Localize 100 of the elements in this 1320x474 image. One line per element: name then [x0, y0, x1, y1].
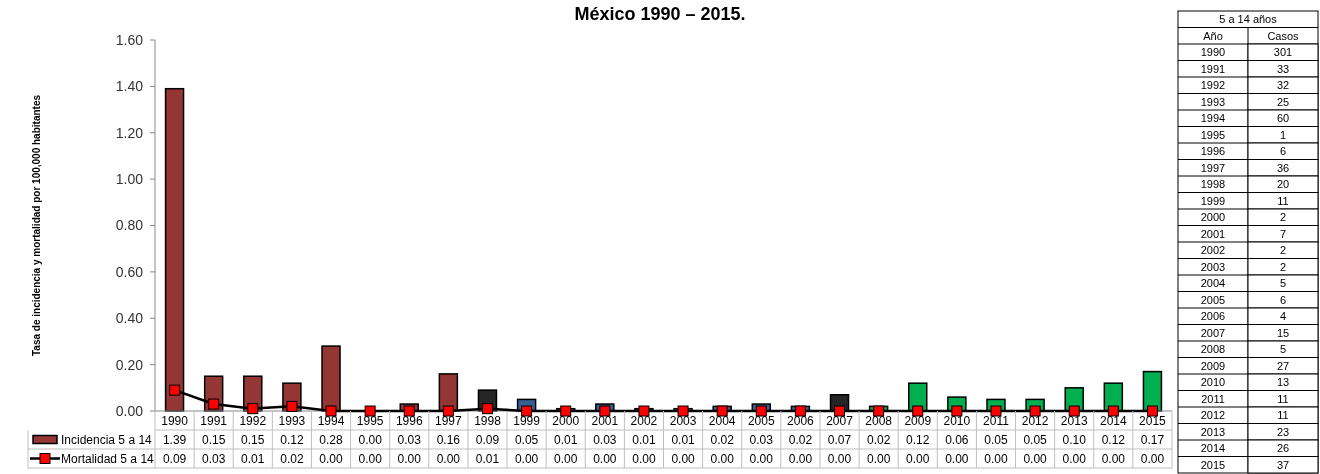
- data-label: 0.07: [827, 432, 852, 447]
- x-tick-label: 2002: [630, 413, 658, 428]
- y-tick-label: 1992: [1200, 79, 1226, 92]
- data-label: 0.01: [241, 451, 265, 466]
- data-label: 26: [1276, 442, 1290, 455]
- data-label: 0.05: [984, 432, 1008, 447]
- data-label: 0.02: [280, 451, 304, 466]
- data-label: 0.01: [475, 451, 500, 466]
- data-label: 0.03: [749, 432, 774, 447]
- x-tick-label: 2011: [983, 413, 1010, 428]
- data-label: 0.00: [397, 451, 422, 466]
- y-tick-label: 2001: [1200, 227, 1226, 240]
- data-label: 0.00: [671, 451, 696, 466]
- legend-label: Mortalidad 5 a 14: [61, 451, 155, 466]
- x-tick-label: 1992: [239, 413, 267, 428]
- data-label: 0.00: [593, 451, 617, 466]
- y-tick-label: 2009: [1200, 359, 1226, 372]
- data-label: 2: [1279, 260, 1287, 273]
- y-tick-label: 2014: [1200, 442, 1226, 455]
- data-label: 0.00: [866, 451, 891, 466]
- data-label: 37: [1276, 458, 1290, 471]
- y-tick-label: 2007: [1200, 326, 1226, 339]
- y-tick-label: 1.60: [115, 31, 144, 48]
- x-tick-label: 1991: [200, 413, 228, 428]
- data-label: 0.15: [201, 432, 226, 447]
- data-label: 0.12: [280, 432, 304, 447]
- data-label: 0.01: [632, 432, 656, 447]
- x-tick-label: 1995: [356, 413, 384, 428]
- data-label: 0.00: [788, 451, 813, 466]
- x-tick-label: 1996: [395, 413, 423, 428]
- y-tick-label: 1995: [1200, 128, 1226, 141]
- data-label: 0.00: [436, 451, 461, 466]
- y-tick-label: 0.20: [115, 356, 144, 373]
- data-label: 6: [1279, 293, 1287, 306]
- x-tick-label: 2014: [1099, 413, 1127, 428]
- data-label: 0.10: [1062, 432, 1087, 447]
- x-tick-label: 2009: [904, 413, 932, 428]
- y-tick-label: 1990: [1200, 46, 1226, 59]
- data-label: 5: [1279, 277, 1287, 290]
- data-label: 15: [1276, 326, 1290, 339]
- data-label: 25: [1276, 95, 1290, 108]
- y-tick-label: 0.00: [115, 402, 144, 419]
- data-label: 0.01: [671, 432, 696, 447]
- y-tick-label: 1997: [1200, 161, 1226, 174]
- y-tick-label: 1993: [1200, 95, 1226, 108]
- data-label: 60: [1276, 112, 1290, 125]
- data-label: 0.00: [1062, 451, 1087, 466]
- data-label: 0.00: [710, 451, 735, 466]
- x-tick-label: 2012: [1021, 413, 1049, 428]
- data-label: 4: [1279, 310, 1287, 323]
- data-label: 20: [1276, 178, 1290, 191]
- data-label: 7: [1279, 227, 1287, 240]
- data-label: 0.01: [554, 432, 578, 447]
- y-tick-label: 1998: [1200, 178, 1226, 191]
- x-tick-label: 2003: [669, 413, 697, 428]
- data-label: 0.00: [827, 451, 852, 466]
- y-axis-title: Tasa de incidencia y mortalidad por 100,000 habitantes: [31, 94, 42, 357]
- y-axis-title: Año: [1203, 29, 1223, 42]
- data-label: 0.03: [397, 432, 422, 447]
- data-label: 27: [1276, 359, 1290, 372]
- data-label: 0.06: [945, 432, 969, 447]
- data-label: 11: [1277, 392, 1289, 405]
- y-tick-label: 2006: [1200, 310, 1226, 323]
- x-tick-label: 2005: [747, 413, 775, 428]
- data-label: 0.05: [514, 432, 539, 447]
- data-label: 0.00: [319, 451, 344, 466]
- data-label: 11: [1277, 409, 1289, 422]
- data-label: 0.12: [906, 432, 930, 447]
- x-tick-label: 1990: [161, 413, 189, 428]
- data-label: 0.05: [1023, 432, 1048, 447]
- x-tick-label: 1994: [317, 413, 345, 428]
- data-label: 13: [1276, 376, 1290, 389]
- data-label: 6: [1279, 145, 1287, 158]
- x-tick-label: 1999: [513, 413, 541, 428]
- y-tick-label: 0.80: [115, 217, 144, 234]
- data-label: 0.09: [475, 432, 500, 447]
- data-label: 1: [1279, 128, 1287, 141]
- data-label: 0.00: [984, 451, 1008, 466]
- y-tick-label: 2002: [1200, 244, 1226, 257]
- chart-title: México 1990 – 2015.: [574, 4, 746, 24]
- data-label: 0.00: [358, 451, 383, 466]
- data-label: 5: [1279, 343, 1287, 356]
- data-label: 0.17: [1140, 432, 1165, 447]
- y-tick-label: 2003: [1200, 260, 1226, 273]
- data-label: 0.02: [866, 432, 891, 447]
- x-tick-label: 2000: [552, 413, 580, 428]
- x-tick-label: 2001: [591, 413, 619, 428]
- data-label: 0.00: [1140, 451, 1165, 466]
- data-label: 2: [1279, 244, 1287, 257]
- x-tick-label: 2007: [826, 413, 854, 428]
- data-label: 0.00: [514, 451, 539, 466]
- data-label: 301: [1273, 46, 1293, 59]
- y-tick-label: 2008: [1200, 343, 1226, 356]
- x-tick-label: 2004: [708, 413, 736, 428]
- data-label: 0.00: [1023, 451, 1048, 466]
- y-tick-label: 2010: [1200, 376, 1226, 389]
- data-label: 36: [1276, 161, 1290, 174]
- data-label: 0.00: [906, 451, 930, 466]
- chart-title: 5 a 14 años: [1219, 13, 1278, 26]
- data-label: 33: [1276, 62, 1290, 75]
